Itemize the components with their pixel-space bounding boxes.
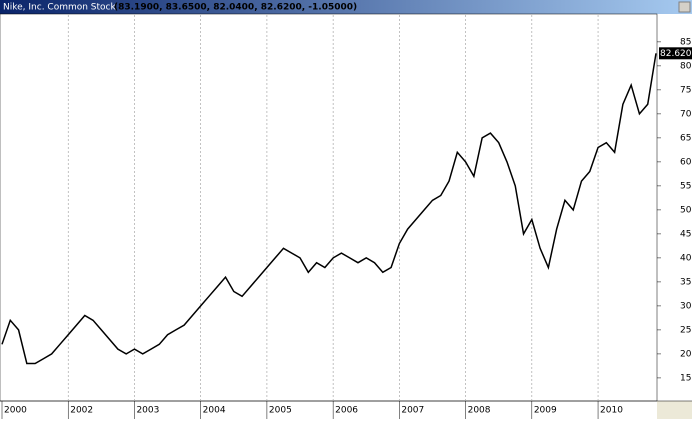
price-line (1, 53, 657, 365)
y-tick-label: 25 (680, 325, 691, 335)
y-tick-label: 65 (680, 133, 691, 143)
last-price-box (659, 47, 692, 60)
y-tick-label: 20 (680, 349, 692, 359)
x-tick-label: 2009 (534, 406, 557, 416)
y-tick-label: 80 (680, 61, 692, 71)
corner (657, 401, 692, 419)
title-bar (0, 0, 692, 14)
y-tick-label: 55 (680, 181, 691, 191)
plot-area (0, 13, 658, 402)
x-tick-label: 2005 (269, 406, 292, 416)
x-tick-label: 2010 (600, 406, 623, 416)
y-tick-label: 50 (680, 205, 692, 215)
y-tick-label: 15 (680, 373, 691, 383)
y-tick-label: 70 (680, 109, 692, 119)
y-tick-label: 40 (680, 253, 692, 263)
chart-title: Nike, Inc. Common Stock (3, 3, 117, 13)
y-tick-label: 85 (680, 37, 691, 47)
y-tick-label: 30 (680, 301, 692, 311)
x-tick-label: 2003 (136, 406, 159, 416)
last-price-label: 82.6200 (660, 49, 692, 59)
chart-subtitle: (83.1900, 83.6500, 82.0400, 82.6200, -1.… (114, 3, 357, 13)
y-tick-label: 75 (680, 85, 691, 95)
x-tick-label: 2008 (468, 406, 491, 416)
y-tick-label: 35 (680, 277, 691, 287)
x-tick-label: 2002 (70, 406, 93, 416)
y-tick-label: 45 (680, 229, 691, 239)
x-tick-label: 2004 (203, 406, 226, 416)
x-tick-label: 2006 (335, 406, 358, 416)
window-button[interactable] (678, 1, 691, 13)
x-tick-label: 2000 (4, 406, 27, 416)
x-tick-label: 2007 (401, 406, 424, 416)
y-tick-label: 60 (680, 157, 692, 167)
